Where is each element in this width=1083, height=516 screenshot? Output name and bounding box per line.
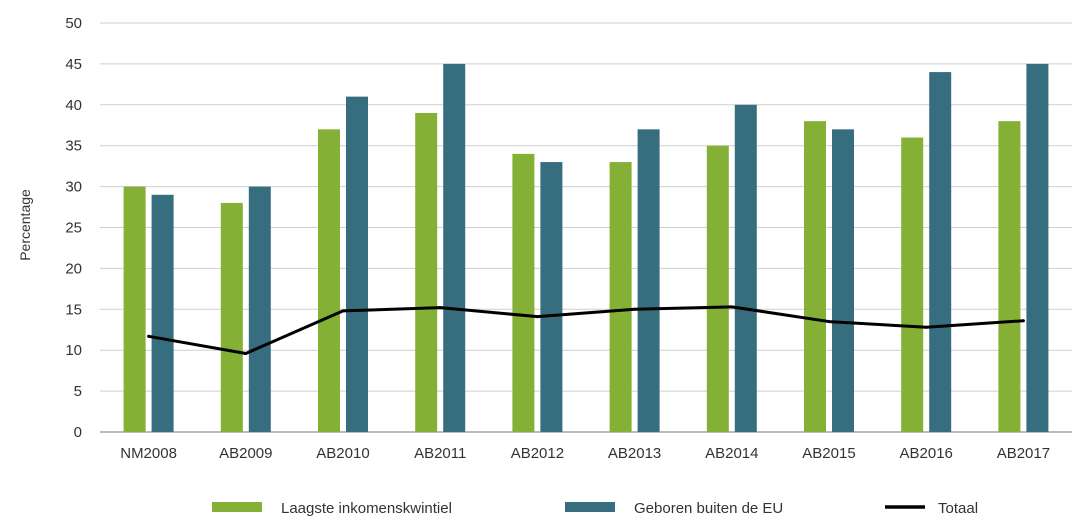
line-point-totaal xyxy=(730,305,734,309)
legend-swatch xyxy=(212,502,262,512)
x-tick-label: AB2012 xyxy=(511,445,564,462)
bar-laagste-inkomenskwintiel xyxy=(901,137,924,432)
x-tick-label: AB2014 xyxy=(705,445,758,462)
x-tick-label: AB2013 xyxy=(608,445,661,462)
bar-geboren-buiten-eu xyxy=(734,104,757,433)
y-tick-label: 20 xyxy=(65,260,82,277)
y-tick-label: 0 xyxy=(74,424,82,441)
bar-laagste-inkomenskwintiel xyxy=(609,162,632,432)
y-tick-label: 35 xyxy=(65,138,82,155)
legend-label: Geboren buiten de EU xyxy=(634,500,783,516)
y-tick-label: 10 xyxy=(65,342,82,359)
bar-laagste-inkomenskwintiel xyxy=(220,202,243,432)
y-tick-label: 40 xyxy=(65,97,82,114)
bar-geboren-buiten-eu xyxy=(832,129,854,432)
line-point-totaal xyxy=(244,351,248,355)
bar-geboren-buiten-eu xyxy=(443,63,466,433)
x-tick-label: AB2009 xyxy=(219,445,272,462)
bar-laagste-inkomenskwintiel xyxy=(123,186,146,432)
legend-label: Laagste inkomenskwintiel xyxy=(281,500,452,516)
total-line xyxy=(147,305,1025,355)
line-point-totaal xyxy=(341,309,345,313)
y-tick-label: 45 xyxy=(65,56,82,73)
bars xyxy=(123,63,1049,433)
x-tick-label: NM2008 xyxy=(120,445,177,462)
bar-geboren-buiten-eu xyxy=(151,194,174,432)
line-point-totaal xyxy=(633,307,637,311)
line-point-totaal xyxy=(147,334,151,338)
y-tick-label: 50 xyxy=(65,15,82,32)
y-tick-label: 5 xyxy=(74,383,82,400)
bar-geboren-buiten-eu xyxy=(1026,63,1049,433)
y-axis-ticks: 0 5 10 15 20 25 30 35 40 45 50 xyxy=(65,15,82,441)
bar-laagste-inkomenskwintiel xyxy=(512,153,535,432)
x-tick-label: AB2016 xyxy=(900,445,953,462)
bar-geboren-buiten-eu xyxy=(346,96,368,433)
gridlines xyxy=(100,22,1072,433)
bar-laagste-inkomenskwintiel xyxy=(706,145,729,432)
x-tick-label: AB2011 xyxy=(414,445,466,462)
legend-swatch xyxy=(565,502,615,512)
legend: Laagste inkomenskwintiel Geboren buiten d… xyxy=(212,500,978,516)
bar-geboren-buiten-eu xyxy=(540,162,563,432)
legend-label: Totaal xyxy=(938,500,978,516)
line-totaal xyxy=(148,305,1024,355)
x-tick-label: AB2015 xyxy=(802,445,855,462)
bar-geboren-buiten-eu xyxy=(637,129,660,432)
line-point-totaal xyxy=(827,320,831,324)
bar-geboren-buiten-eu xyxy=(929,72,952,432)
y-axis-label: Percentage xyxy=(17,189,33,261)
bar-geboren-buiten-eu xyxy=(248,186,271,432)
bar-laagste-inkomenskwintiel xyxy=(804,121,826,432)
bar-laagste-inkomenskwintiel xyxy=(415,112,438,432)
bar-laagste-inkomenskwintiel xyxy=(998,121,1021,432)
line-point-totaal xyxy=(1021,319,1025,323)
x-tick-label: AB2017 xyxy=(997,445,1050,462)
line-point-totaal xyxy=(924,325,928,329)
y-tick-label: 15 xyxy=(65,301,82,318)
x-axis-ticks: NM2008 AB2009 AB2010 AB2011 AB2012 AB2013 AB20… xyxy=(120,445,1050,462)
bar-laagste-inkomenskwintiel xyxy=(318,129,340,432)
line-point-totaal xyxy=(535,315,539,319)
x-tick-label: AB2010 xyxy=(316,445,369,462)
y-tick-label: 30 xyxy=(65,179,82,196)
line-point-totaal xyxy=(438,306,442,310)
y-tick-label: 25 xyxy=(65,220,82,237)
